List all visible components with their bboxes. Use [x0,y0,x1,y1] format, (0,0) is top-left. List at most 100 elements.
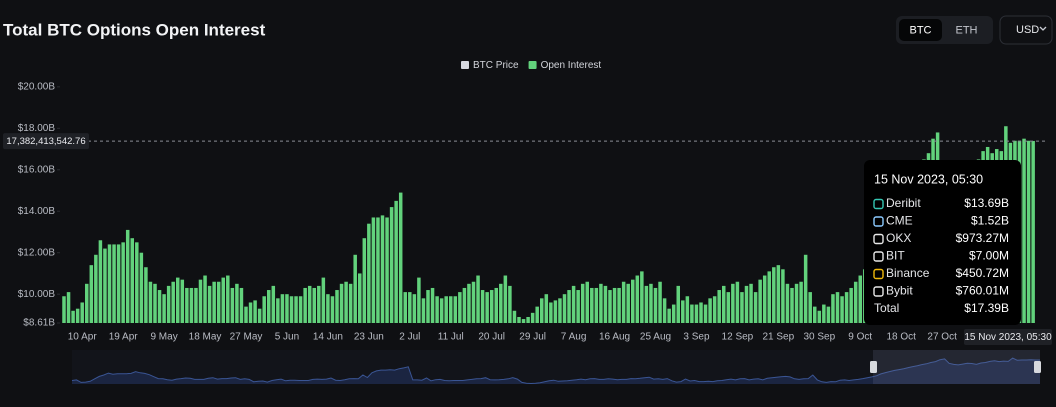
navigator-handle[interactable] [870,361,877,373]
bar [226,275,230,323]
currency-select[interactable] [999,15,1053,45]
crosshair-label-box [3,133,89,150]
x-tick-label: 11 Jul [438,332,464,343]
bar [626,283,630,323]
bar [576,290,580,323]
bar [244,306,248,323]
bar [476,275,480,323]
bar [640,271,644,323]
bar [162,294,166,323]
bar [458,292,462,323]
bar [612,287,617,323]
bar [1031,140,1035,323]
x-tick-label: 14 Jun [313,332,343,343]
bar [139,252,144,323]
legend-label[interactable]: Open Interest [541,60,602,71]
bar [362,238,367,323]
bar [130,238,134,323]
bar [89,265,94,323]
legend-swatch [528,61,537,69]
x-tick-label: 30 Sep [803,332,835,343]
bar [840,296,844,323]
tooltip-row-value: $13.69B [964,196,1009,210]
bar [116,244,121,323]
bar [540,298,544,323]
bar [530,312,535,323]
legend-label[interactable]: BTC Price [473,60,519,71]
bar [157,290,162,323]
bar [676,285,680,323]
bar [480,290,485,323]
bar [185,287,189,323]
tooltip-row-name: Total [874,301,899,315]
bar [253,300,257,323]
bar [358,273,362,323]
bar [276,298,280,323]
y-tick-label: $12.00B [18,247,56,258]
bar [726,292,731,323]
bar [398,192,403,323]
tooltip-row-value: $1.52B [971,214,1009,228]
crosshair-x-box [964,329,1052,345]
bar [826,306,831,323]
navigator-line [71,357,1040,385]
exchange-icon [873,216,884,227]
x-tick-label: 18 Oct [886,332,916,343]
x-tick-label: 18 May [189,332,222,343]
bar [121,242,125,323]
tooltip-row-name: Bybit [886,284,913,298]
bar [444,296,448,323]
y-tick-label: $10.00B [18,289,56,300]
bar [294,296,298,323]
bar [212,281,216,323]
bar [485,292,489,323]
bar [835,292,840,323]
bar [298,296,303,323]
bar [662,298,667,323]
bar [467,283,471,323]
bar [740,292,744,323]
bar [385,217,389,323]
bar [348,283,353,323]
bar [339,283,344,323]
bar [685,296,690,323]
bar [499,283,503,323]
navigator-area [72,358,1040,384]
bar [412,294,417,323]
bar [708,298,712,323]
dropdown-chevron [1039,26,1047,31]
bar [216,281,221,323]
bar [635,275,640,323]
toggle-active [899,19,942,41]
bar [562,294,567,323]
bar [203,275,207,323]
bar [681,300,685,323]
bar [344,281,348,323]
bar [471,281,476,323]
bar [794,283,799,323]
legend-swatch [461,61,469,69]
tooltip-row-name: BIT [886,249,905,263]
tooltip-row-value: $450.72M [956,266,1009,280]
bar [417,277,421,323]
bar [599,283,603,323]
bar [380,215,385,323]
bar [526,316,530,323]
bar [180,279,185,323]
tooltip-row-value: $7.00M [969,249,1009,263]
bar [508,285,512,323]
navigator-handle[interactable] [1034,361,1041,373]
bar [135,242,139,323]
bar [176,277,180,323]
bar [731,283,735,323]
chart-title: Total BTC Options Open Interest [3,20,266,39]
tooltip-row-value: $17.39B [964,301,1009,315]
asset-button[interactable]: ETH [956,24,978,36]
x-tick-label: 9 May [150,332,177,343]
bar [671,304,676,323]
asset-button[interactable]: BTC [910,24,932,36]
x-tick-label: 9 Oct [848,332,872,343]
bar [790,287,794,323]
